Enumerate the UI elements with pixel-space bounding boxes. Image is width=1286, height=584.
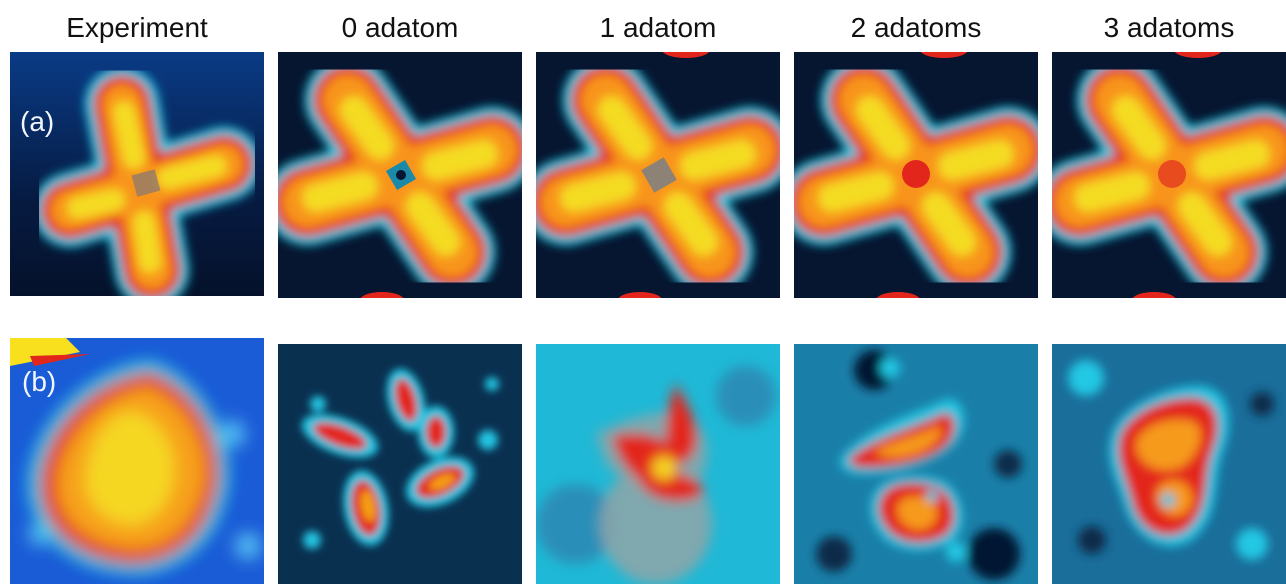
panel-b-2-adatoms [794,344,1038,584]
column-title-0-adatom: 0 adatom [341,12,459,43]
column-title-2-adatoms: 2 adatoms [850,12,982,43]
panel-b-3-adatoms [1052,344,1286,584]
panel-a-1-adatom [536,52,780,298]
panel-a-2-adatoms [794,52,1038,298]
panel-a-0-adatom [278,52,522,298]
panel-a-3-adatoms [1052,52,1286,298]
row-label-b: (b) [22,366,57,397]
column-title-3-adatoms: 3 adatoms [1103,12,1235,43]
panel-a-experiment: (a) [10,52,264,296]
row-label-a: (a) [20,106,55,137]
panel-b-0-adatom [278,344,522,584]
panel-b-experiment: (b) [10,338,264,584]
column-title-experiment: Experiment [66,12,208,43]
column-title-1-adatom: 1 adatom [599,12,717,43]
panel-b-1-adatom [536,344,780,584]
